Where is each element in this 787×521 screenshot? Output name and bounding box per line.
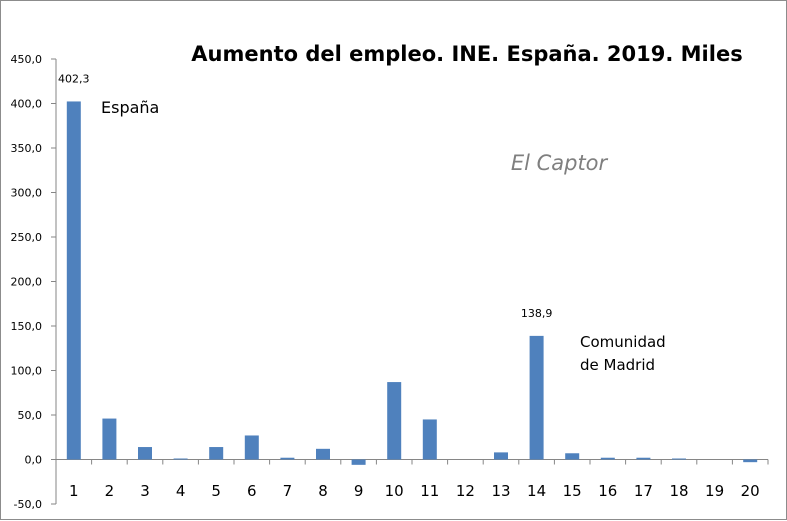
bar-17 bbox=[636, 457, 651, 460]
data-label: 138,9 bbox=[521, 307, 553, 320]
x-tick-label: 20 bbox=[741, 482, 760, 500]
x-tick-label: 11 bbox=[420, 482, 439, 500]
x-tick-label: 16 bbox=[598, 482, 617, 500]
x-tick-label: 18 bbox=[669, 482, 688, 500]
x-tick-label: 13 bbox=[491, 482, 510, 500]
data-label: 402,3 bbox=[58, 72, 90, 85]
x-tick-label: 5 bbox=[211, 482, 221, 500]
x-tick-label: 14 bbox=[527, 482, 546, 500]
y-tick-label: 0,0 bbox=[25, 454, 43, 467]
x-tick-label: 12 bbox=[456, 482, 475, 500]
x-tick-label: 9 bbox=[354, 482, 364, 500]
bar-14 bbox=[529, 335, 544, 460]
bar-8 bbox=[316, 448, 330, 460]
bar-1 bbox=[66, 101, 81, 460]
bar-15 bbox=[565, 453, 580, 460]
x-tick-label: 15 bbox=[563, 482, 582, 500]
x-tick-label: 6 bbox=[247, 482, 257, 500]
y-tick-label: -50,0 bbox=[14, 498, 42, 511]
bar-11 bbox=[422, 419, 437, 460]
x-tick-label: 4 bbox=[176, 482, 186, 500]
bar-13 bbox=[494, 452, 508, 460]
y-tick-label: 450,0 bbox=[11, 53, 43, 66]
x-tick-label: 19 bbox=[705, 482, 724, 500]
bar-5 bbox=[209, 447, 224, 460]
annotation-spain: España bbox=[101, 98, 159, 117]
bar-9 bbox=[351, 459, 366, 465]
y-tick-label: 300,0 bbox=[11, 187, 43, 200]
bar-18 bbox=[672, 458, 686, 460]
x-tick-label: 10 bbox=[385, 482, 404, 500]
bar-10 bbox=[387, 382, 402, 460]
y-tick-label: 400,0 bbox=[11, 98, 43, 111]
bar-20 bbox=[743, 459, 758, 463]
plot-area: -50,0 0,0 50,0 100,0 150,0 200,0 250,0 300,0 350… bbox=[11, 53, 769, 511]
bar-2 bbox=[102, 418, 117, 460]
y-tick-label: 250,0 bbox=[11, 231, 43, 244]
x-tick-label: 3 bbox=[140, 482, 150, 500]
x-tick-label: 7 bbox=[283, 482, 293, 500]
bar-3 bbox=[138, 447, 152, 460]
y-tick-label: 50,0 bbox=[18, 409, 43, 422]
y-tick-label: 150,0 bbox=[11, 320, 43, 333]
y-tick-label: 350,0 bbox=[11, 142, 43, 155]
bar-16 bbox=[600, 457, 615, 460]
annotation-madrid-line2: de Madrid bbox=[580, 356, 655, 374]
bar-7 bbox=[280, 457, 295, 460]
bar-4 bbox=[173, 458, 188, 460]
annotation-madrid-line1: Comunidad bbox=[580, 333, 666, 351]
chart-title: Aumento del empleo. INE. España. 2019. M… bbox=[191, 42, 742, 66]
y-tick-label: 100,0 bbox=[11, 365, 43, 378]
x-tick-label: 8 bbox=[318, 482, 328, 500]
y-tick-label: 200,0 bbox=[11, 276, 43, 289]
watermark-text: El Captor bbox=[511, 151, 609, 175]
x-tick-label: 17 bbox=[634, 482, 653, 500]
x-tick-label: 1 bbox=[69, 482, 79, 500]
x-tick-label: 2 bbox=[105, 482, 115, 500]
bar-6 bbox=[244, 435, 259, 460]
